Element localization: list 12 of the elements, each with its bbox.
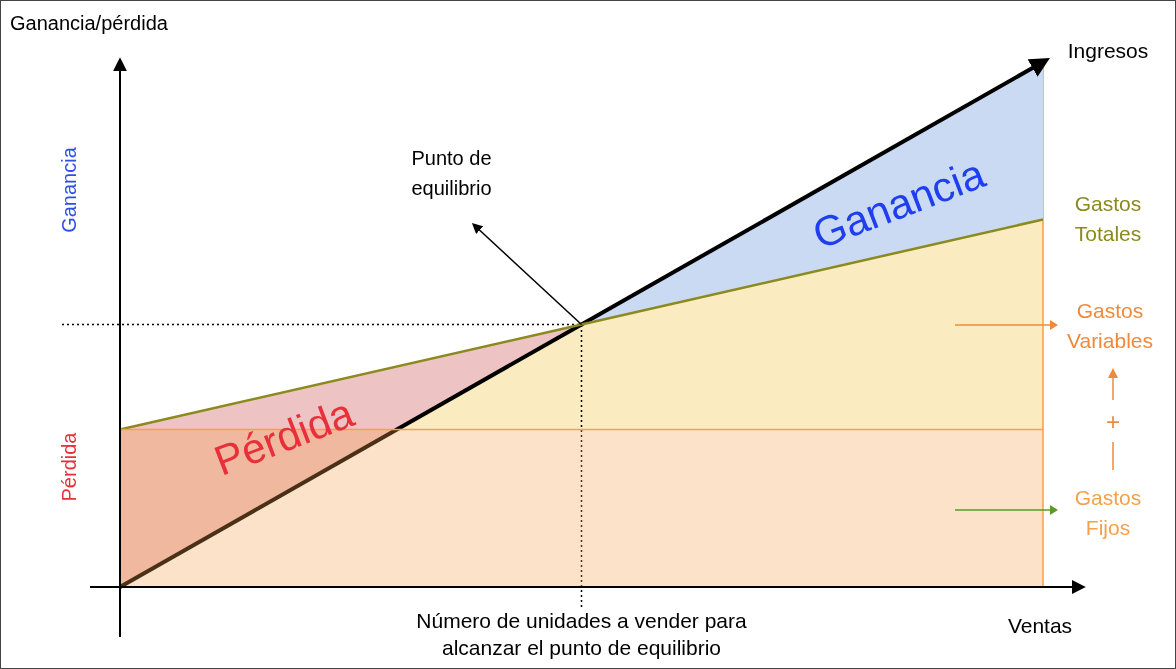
text: Pérdida [58,431,80,502]
x-axis-title: Ventas [1007,614,1073,637]
series-label: Gastos Fijos [1074,485,1142,539]
series-label: Gastos Totales [1074,191,1142,245]
annotation: Pérdida [207,388,361,485]
text: Número de unidades a vender para alcanzar el punto de equilibrio [416,609,748,659]
series-label: Ingresos [1067,38,1149,62]
text: Gastos Variables [1067,298,1153,352]
annotation: Punto de equilibrio [411,146,492,199]
y-axis-title: Ganancia/pérdida [10,12,169,34]
text: + [1105,408,1121,436]
text: Ganancia [58,146,80,233]
